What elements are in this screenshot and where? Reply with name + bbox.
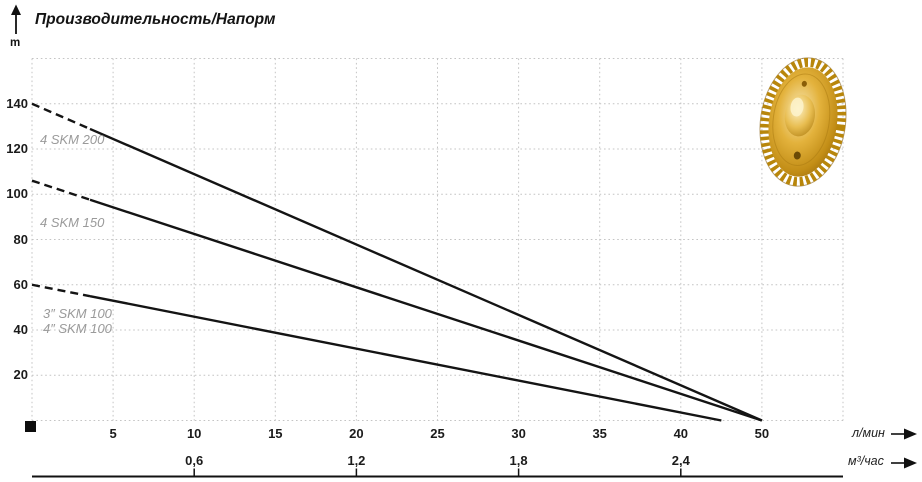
x-tick-label-m3h: 1,2 <box>347 453 366 468</box>
curve-label: 4 SKM 150 <box>40 215 105 230</box>
x-axis-primary-unit-label: л/мин <box>852 426 885 440</box>
pump-curve-solid <box>89 294 722 422</box>
curve-label: 3″ SKM 100 <box>43 306 112 321</box>
y-tick-label: 140 <box>6 95 28 111</box>
x-tick-label-m3h: 1,8 <box>509 453 528 468</box>
x-tick-label-lmin: 5 <box>109 426 117 441</box>
x-axis-primary-arrow-right-icon <box>891 428 917 440</box>
origin-marker-square <box>25 421 36 432</box>
x-tick-label-m3h: 2,4 <box>671 453 690 468</box>
x-tick-label-lmin: 35 <box>592 426 607 441</box>
y-axis-arrow-up-icon <box>11 4 21 34</box>
pump-curve-solid <box>89 127 763 422</box>
y-tick-label: 20 <box>13 367 28 383</box>
y-tick-label: 120 <box>6 141 28 156</box>
y-tick-label: 80 <box>13 231 28 247</box>
curve-label: 4″ SKM 100 <box>43 321 112 336</box>
y-tick-label: 40 <box>13 322 28 337</box>
x-axis-secondary-unit-label: м³/час <box>848 454 884 468</box>
x-tick-label-lmin: 30 <box>511 426 526 441</box>
x-tick-label-lmin: 20 <box>349 426 364 441</box>
x-tick-label-lmin: 15 <box>268 426 283 441</box>
y-tick-label: 100 <box>6 186 28 202</box>
pump-curve-solid <box>89 198 763 422</box>
x-tick-label-lmin: 50 <box>754 426 770 441</box>
y-tick-label: 60 <box>13 276 28 292</box>
y-axis-unit-label: m <box>10 37 21 49</box>
pump-curve-dashed <box>31 179 91 201</box>
x-tick-label-lmin: 10 <box>186 426 202 441</box>
x-axis-secondary-arrow-right-icon <box>891 457 917 469</box>
pump-impeller-image <box>759 57 847 187</box>
chart-title: Производительность/Напорм <box>35 11 276 28</box>
curve-label: 4 SKM 200 <box>40 132 105 147</box>
pump-curve-dashed <box>31 283 91 298</box>
pump-curve-dashed <box>31 102 91 131</box>
x-tick-label-m3h: 0,6 <box>185 453 204 468</box>
x-tick-label-lmin: 25 <box>430 426 445 441</box>
x-tick-label-lmin: 40 <box>673 426 689 441</box>
